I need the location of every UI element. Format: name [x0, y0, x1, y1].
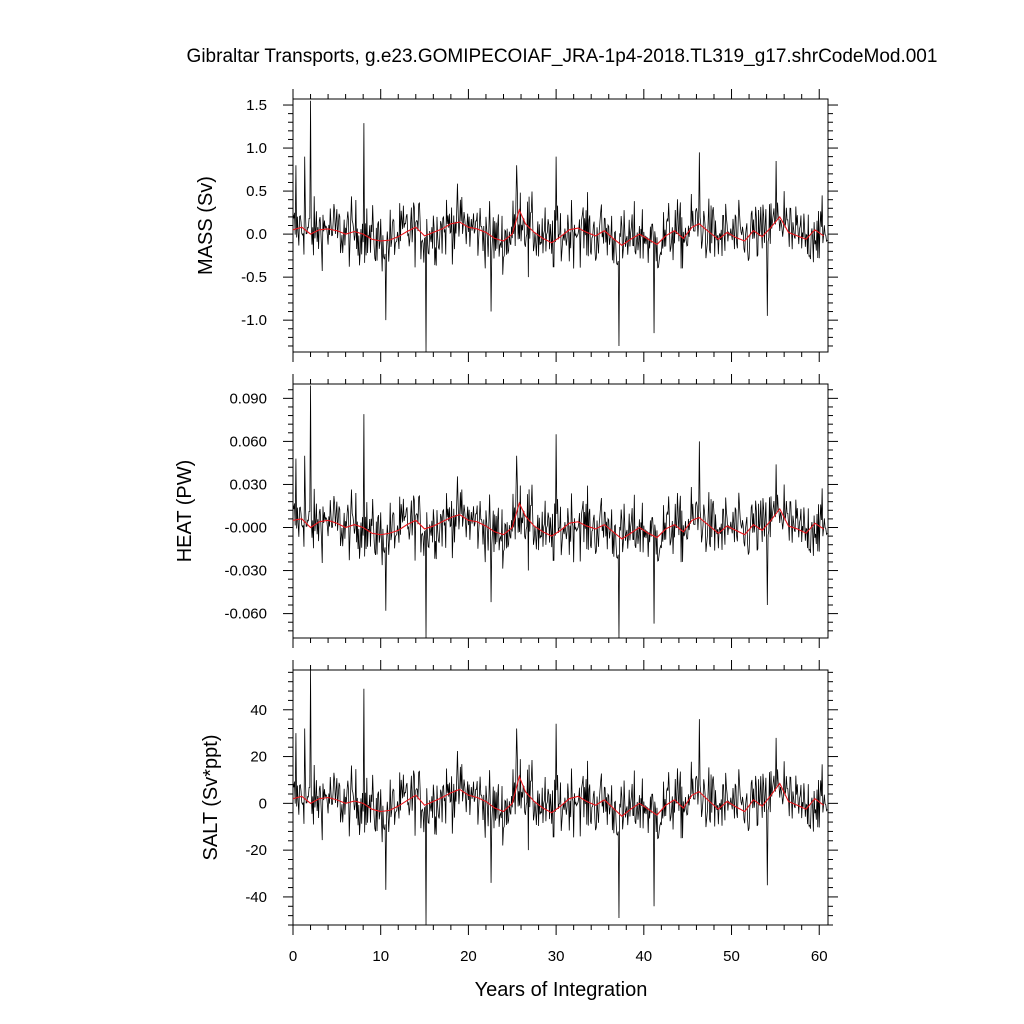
salt-y-tick-label: -20 [245, 842, 267, 859]
salt-y-tick-label: -40 [245, 889, 267, 906]
mass-y-tick-label: 1.0 [246, 140, 267, 157]
heat-y-axis-title: HEAT (PW) [174, 460, 196, 563]
x-tick-label: 20 [460, 948, 477, 965]
heat-annual-mean-line [292, 501, 824, 540]
mass-annual-mean-line [292, 208, 824, 246]
x-axis-title: Years of Integration [475, 979, 648, 1001]
x-tick-label: 50 [723, 948, 740, 965]
heat-y-tick-label: 0.030 [229, 476, 267, 493]
heat-y-tick-label: 0.090 [229, 390, 267, 407]
salt-y-tick-label: 0 [259, 795, 267, 812]
heat-monthly-line [292, 385, 828, 639]
heat-y-tick-label: -0.030 [224, 563, 267, 580]
heat-plot-frame [292, 383, 829, 639]
salt-y-tick-label: 40 [250, 702, 267, 719]
panel-salt: 40 20 0 -20 -40 SALT (Sv*ppt) [200, 660, 838, 935]
heat-y-tick-label: 0.060 [229, 433, 267, 450]
mass-monthly-line [292, 100, 828, 353]
x-tick-label: 0 [289, 948, 297, 965]
salt-y-axis-title: SALT (Sv*ppt) [200, 735, 222, 861]
heat-y-tick-label: -0.060 [224, 606, 267, 623]
salt-plot-frame [292, 669, 829, 926]
mass-y-axis-title: MASS (Sv) [195, 176, 217, 275]
salt-y-tick-label: 20 [250, 749, 267, 766]
mass-y-tick-label: 0.5 [246, 183, 267, 200]
mass-y-tick-label: -1.0 [241, 312, 267, 329]
panel-mass: 1.5 1.0 0.5 0.0 -0.5 -1.0 MASS (Sv) [195, 89, 838, 362]
x-tick-label: 60 [811, 948, 828, 965]
mass-y-tick-label: -0.5 [241, 269, 267, 286]
heat-y-tick-label: -0.000 [224, 520, 267, 537]
salt-annual-mean-line [292, 774, 824, 817]
salt-monthly-line [292, 669, 828, 926]
mass-y-tick-label: 0.0 [246, 226, 267, 243]
mass-y-tick-label: 1.5 [246, 97, 267, 114]
panel-heat: 0.090 0.060 0.030 -0.000 -0.030 -0.060 HEAT (P… [174, 374, 838, 648]
x-tick-label: 40 [635, 948, 652, 965]
x-tick-label: 30 [548, 948, 565, 965]
x-tick-label: 10 [372, 948, 389, 965]
chart-title: Gibraltar Transports, g.e23.GOMIPECOIAF_… [186, 46, 938, 67]
